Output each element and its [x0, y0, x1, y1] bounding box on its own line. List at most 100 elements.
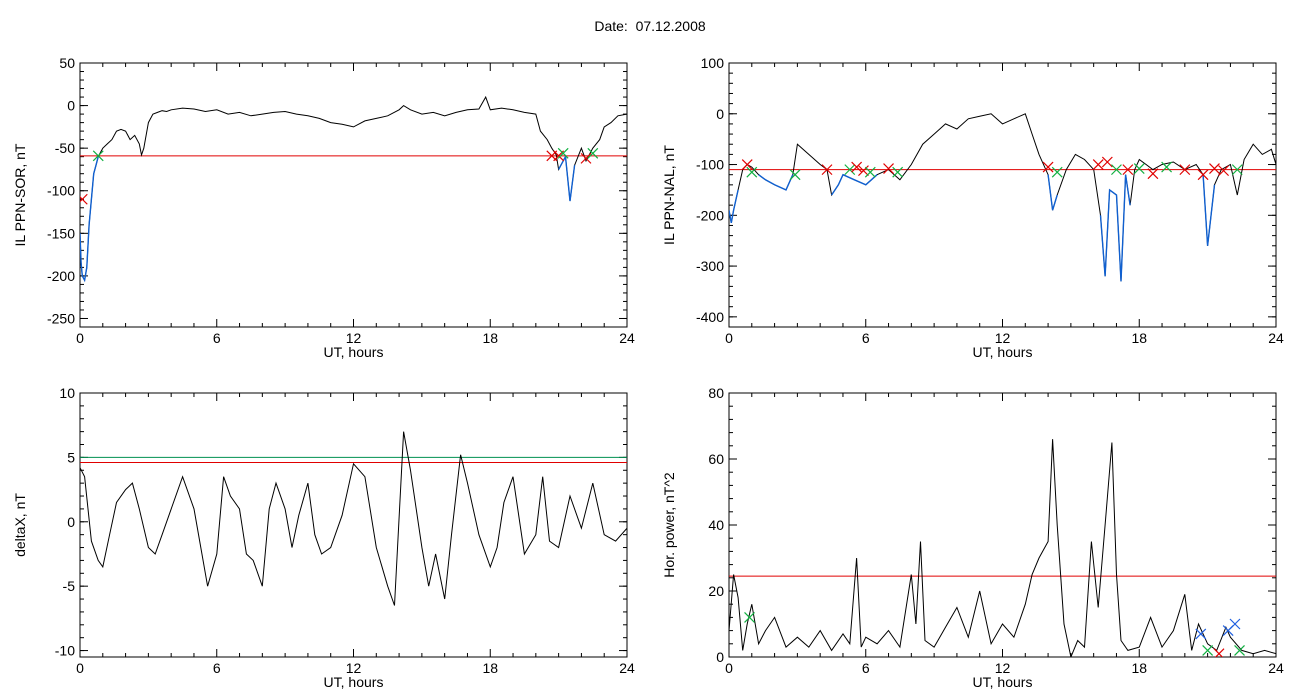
x-tick-label: 24: [619, 330, 635, 346]
cross-marker: [1209, 163, 1220, 175]
x-tick-label: 0: [76, 330, 84, 346]
panel-ppn-nal: 0 6 12 18 24 100 0 -100 -200 -300 -400 UT, hours IL …: [661, 55, 1284, 360]
plot-frame: [79, 392, 628, 658]
below-threshold-segment: [80, 156, 99, 283]
figure-title: Date: 07.12.2008: [594, 18, 706, 34]
cross-marker: [789, 169, 801, 181]
cross-marker: [746, 166, 758, 178]
y-axis-label: Hor. power, nT^2: [661, 472, 677, 578]
y-tick-label: 10: [59, 385, 75, 401]
cross-marker: [1202, 644, 1214, 656]
x-axis-label: UT, hours: [324, 344, 384, 360]
plot-frame: [728, 62, 1277, 328]
y-tick-label: -400: [696, 309, 724, 325]
panel-ppn-sor: 0 6 12 18 24 50 0 -50 -100 -150 -200 -250 UT, hours I…: [12, 55, 635, 360]
cross-marker: [844, 164, 856, 176]
cross-marker: [1147, 168, 1159, 180]
x-tick-label: 24: [1268, 330, 1284, 346]
x-axis-label: UT, hours: [973, 344, 1033, 360]
x-axis-label: UT, hours: [973, 674, 1033, 690]
x-tick-label: 18: [1131, 330, 1147, 346]
y-tick-label: 20: [708, 583, 724, 599]
panel-hor-power: 0 6 12 18 24 80 60 40 20 0 UT, hours Hor. power, nT…: [661, 385, 1284, 690]
y-axis-label: deltaX, nT: [12, 493, 28, 557]
x-tick-label: 12: [995, 660, 1011, 676]
y-tick-label: 5: [67, 449, 75, 465]
plot-frame: [728, 392, 1277, 658]
x-tick-label: 12: [346, 330, 362, 346]
x-tick-label: 6: [213, 660, 221, 676]
y-tick-label: 100: [701, 55, 725, 71]
x-tick-label: 0: [76, 660, 84, 676]
y-tick-label: -300: [696, 258, 724, 274]
cross-marker: [1161, 161, 1173, 173]
cross-marker: [851, 161, 863, 173]
x-axis-label: UT, hours: [324, 674, 384, 690]
cross-marker: [1218, 165, 1230, 177]
y-tick-label: 80: [708, 385, 724, 401]
cross-marker: [1122, 164, 1134, 176]
cross-marker: [1133, 163, 1145, 175]
cross-marker: [1051, 166, 1063, 178]
x-tick-label: 18: [482, 660, 498, 676]
cross-marker: [1234, 644, 1245, 656]
below-threshold-segment: [1099, 174, 1131, 282]
y-tick-label: -200: [47, 268, 75, 284]
y-tick-label: -250: [47, 310, 75, 326]
cross-marker: [1042, 161, 1054, 173]
below-threshold-segment: [758, 174, 794, 191]
cross-marker: [587, 147, 599, 159]
y-tick-label: -10: [55, 643, 75, 659]
series-line: [80, 431, 627, 606]
y-tick-label: -100: [696, 157, 724, 173]
below-threshold-segment: [831, 173, 878, 196]
cross-marker: [1195, 628, 1207, 640]
plot-frame: [79, 62, 628, 328]
cross-marker: [858, 165, 869, 177]
x-tick-label: 12: [346, 660, 362, 676]
cross-marker: [1179, 164, 1191, 176]
x-tick-label: 6: [213, 330, 221, 346]
y-tick-label: 0: [67, 514, 75, 530]
x-tick-label: 24: [1268, 660, 1284, 676]
cross-marker: [92, 150, 104, 162]
cross-marker: [1197, 169, 1209, 181]
y-tick-label: -150: [47, 225, 75, 241]
x-tick-label: 0: [725, 330, 733, 346]
cross-marker: [1101, 156, 1113, 168]
y-tick-label: -50: [55, 140, 75, 156]
series-line: [80, 95, 627, 282]
series-line: [729, 439, 1276, 657]
y-tick-label: 50: [59, 55, 75, 71]
below-threshold-segment: [557, 154, 576, 202]
below-threshold-segment: [1202, 174, 1216, 246]
cross-marker: [864, 166, 876, 178]
cross-marker: [1213, 648, 1225, 657]
below-threshold-segment: [729, 189, 739, 224]
cross-marker: [741, 159, 753, 170]
cross-marker: [80, 193, 88, 205]
cross-marker: [1231, 164, 1243, 176]
y-tick-label: -100: [47, 183, 75, 199]
cross-marker: [744, 611, 755, 623]
x-tick-label: 18: [1131, 660, 1147, 676]
cross-marker: [1092, 159, 1104, 170]
below-threshold-segment: [1047, 174, 1058, 211]
y-tick-label: 0: [716, 649, 724, 665]
y-tick-label: -200: [696, 207, 724, 223]
cross-marker: [1111, 164, 1122, 176]
y-tick-label: 0: [716, 106, 724, 122]
cross-marker: [1229, 618, 1241, 630]
x-tick-label: 18: [482, 330, 498, 346]
x-tick-label: 6: [862, 660, 870, 676]
x-tick-label: 12: [995, 330, 1011, 346]
series-line: [729, 113, 1276, 282]
x-tick-label: 24: [619, 660, 635, 676]
y-tick-label: 60: [708, 451, 724, 467]
y-tick-label: -5: [63, 578, 76, 594]
y-axis-label: IL PPN-SOR, nT: [12, 143, 28, 246]
cross-marker: [892, 166, 904, 178]
cross-marker: [580, 152, 592, 164]
cross-marker: [883, 163, 894, 175]
